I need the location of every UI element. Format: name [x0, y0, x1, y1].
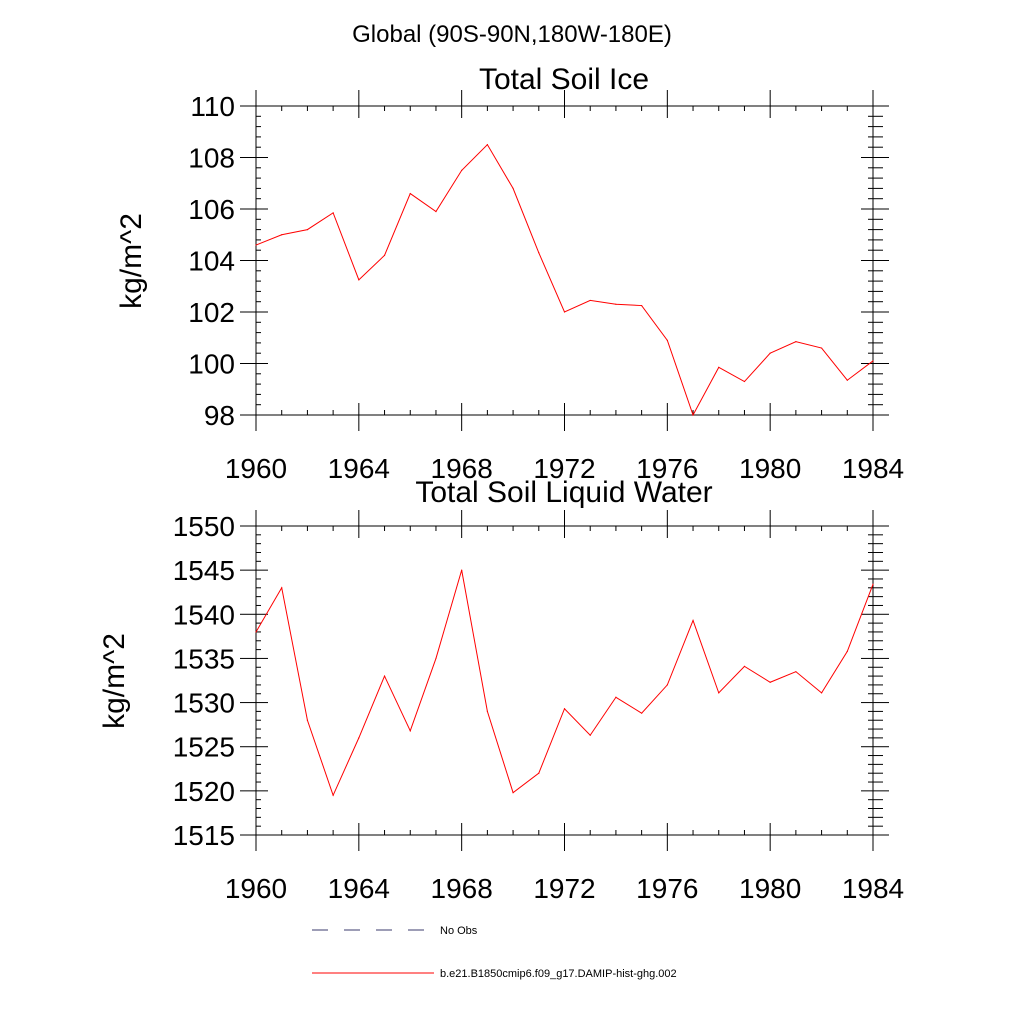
y-tick-label: 1515 [173, 820, 235, 851]
data-point [332, 794, 334, 796]
y-tick-label: 1545 [173, 555, 235, 586]
data-point [743, 380, 746, 383]
data-point [461, 569, 463, 571]
data-point [538, 252, 540, 254]
data-point [615, 303, 617, 305]
x-tick-label: 1980 [739, 873, 801, 904]
data-point [306, 719, 309, 721]
data-point [486, 710, 488, 713]
data-point [820, 692, 823, 694]
data-point [718, 366, 720, 368]
data-point [795, 671, 797, 673]
axes-soil-liquid-water: 1960 1964 1968 1972 1976 1980 1984 1515 1520 1525… [173, 510, 904, 904]
y-tick-label: 106 [188, 194, 235, 225]
y-axis-label-soil-liquid-water: kg/m^2 [98, 633, 131, 729]
x-tick-label: 1984 [842, 453, 904, 484]
data-point [795, 341, 797, 343]
data-point [769, 681, 771, 683]
data-point [306, 229, 309, 231]
axes-soil-ice: 1960 1964 1968 1972 1976 1980 1984 98 100 102 104 1… [188, 90, 904, 484]
data-point [409, 730, 411, 732]
legend-label-model-run: b.e21.B1850cmip6.f09_g17.DAMIP-hist-ghg.… [440, 968, 677, 980]
y-tick-label: 1530 [173, 688, 235, 719]
x-tick-label: 1968 [431, 453, 493, 484]
data-point [563, 311, 566, 313]
data-point [332, 212, 334, 214]
data-point [255, 244, 257, 246]
data-point [743, 665, 746, 667]
y-tick-label: 110 [190, 91, 235, 122]
data-point [692, 414, 694, 416]
data-point [641, 304, 643, 307]
y-tick-label: 100 [188, 349, 235, 380]
legend-item-model-run: b.e21.B1850cmip6.f09_g17.DAMIP-hist-ghg.… [312, 968, 677, 980]
legend: No Obs b.e21.B1850cmip6.f09_g17.DAMIP-hi… [312, 925, 677, 980]
data-point [281, 234, 283, 236]
data-point [383, 675, 386, 677]
data-point [281, 587, 283, 589]
x-tick-label: 1968 [431, 873, 493, 904]
data-point [563, 708, 566, 710]
data-point [718, 692, 720, 694]
y-axis-label-soil-ice: kg/m^2 [115, 213, 148, 309]
data-point [769, 352, 771, 354]
y-tick-label: 1520 [173, 776, 235, 807]
panel-soil-ice: Total Soil Ice kg/m^2 1960 1964 1968 1972 19… [115, 63, 904, 484]
x-tick-label: 1964 [328, 453, 390, 484]
region-title: Global (90S-90N,180W-180E) [352, 21, 672, 48]
panel-soil-liquid-water: Total Soil Liquid Water kg/m^2 1960 1964 1… [98, 476, 904, 904]
data-point [589, 734, 591, 736]
data-point [846, 379, 848, 381]
data-point [666, 339, 668, 341]
data-point [641, 712, 643, 714]
x-tick-label: 1960 [225, 453, 287, 484]
data-point [692, 619, 694, 622]
y-tick-label: 1540 [173, 599, 235, 630]
data-point [538, 772, 540, 774]
y-tick-label: 102 [188, 297, 235, 328]
data-point [435, 210, 437, 213]
data-point [615, 696, 617, 698]
y-tick-label: 1525 [173, 732, 235, 763]
y-tick-label: 104 [188, 246, 235, 277]
data-point [512, 792, 514, 794]
data-point [461, 169, 463, 171]
data-point [383, 254, 386, 256]
data-point [486, 144, 488, 146]
data-point [409, 192, 411, 195]
x-tick-label: 1976 [636, 873, 698, 904]
data-point [846, 650, 848, 652]
data-point [589, 299, 591, 302]
x-tick-label: 1976 [636, 453, 698, 484]
data-point [872, 583, 874, 585]
data-point [512, 187, 514, 189]
x-tick-label: 1984 [842, 873, 904, 904]
y-tick-label: 108 [188, 143, 235, 174]
x-tick-label: 1980 [739, 453, 801, 484]
data-point [666, 684, 668, 686]
data-point [358, 737, 360, 739]
legend-label-no-obs: No Obs [440, 925, 478, 937]
data-point [358, 279, 360, 281]
y-tick-label: 98 [204, 400, 235, 431]
data-point [820, 347, 823, 349]
x-tick-label: 1964 [328, 873, 390, 904]
y-tick-label: 1535 [173, 643, 235, 674]
chart-title-soil-liquid-water: Total Soil Liquid Water [415, 476, 712, 509]
legend-item-no-obs: No Obs [312, 925, 478, 937]
data-point [255, 631, 257, 633]
data-point [872, 360, 874, 362]
x-tick-label: 1972 [533, 453, 595, 484]
y-tick-label: 1550 [173, 511, 235, 542]
data-point [435, 657, 437, 660]
x-tick-label: 1960 [225, 873, 287, 904]
x-tick-label: 1972 [533, 873, 595, 904]
